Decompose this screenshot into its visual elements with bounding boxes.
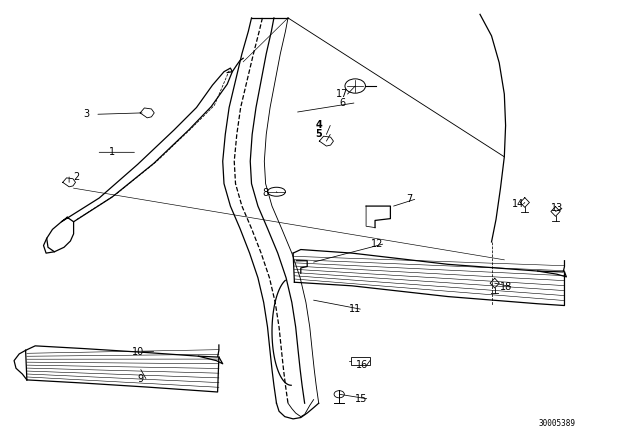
Text: 10: 10 — [131, 347, 144, 357]
Text: 30005389: 30005389 — [538, 419, 575, 428]
Text: 3: 3 — [83, 109, 90, 119]
Text: 14: 14 — [512, 199, 525, 209]
Text: 13: 13 — [550, 203, 563, 213]
Text: 7: 7 — [406, 194, 413, 204]
Text: 12: 12 — [371, 239, 384, 249]
Text: 15: 15 — [355, 394, 368, 404]
Text: 9: 9 — [138, 374, 144, 383]
Circle shape — [345, 79, 365, 93]
Text: 11: 11 — [349, 304, 362, 314]
Text: 2: 2 — [74, 172, 80, 182]
Text: 16: 16 — [355, 360, 368, 370]
Text: 17: 17 — [336, 89, 349, 99]
Text: 18: 18 — [499, 282, 512, 292]
Text: 6: 6 — [339, 98, 346, 108]
Text: 5: 5 — [316, 129, 322, 139]
Text: 8: 8 — [262, 188, 269, 198]
Text: 4: 4 — [316, 121, 322, 130]
Text: 1: 1 — [109, 147, 115, 157]
